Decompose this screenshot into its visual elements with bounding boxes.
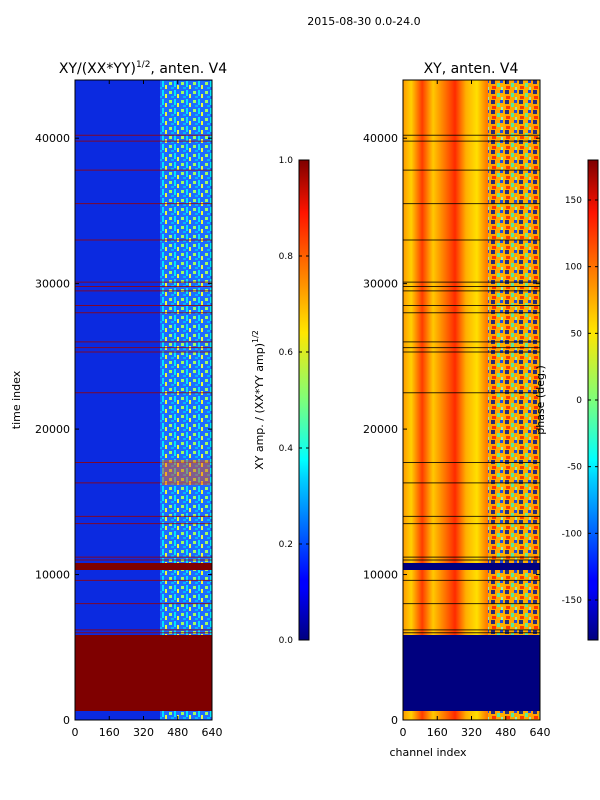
phase-xtick-label: 480 [495, 726, 516, 739]
phase-ytick-label: 10000 [363, 569, 398, 582]
phase-heatmap [403, 80, 540, 720]
phase-colorbar-tick-label: 150 [565, 196, 582, 206]
amp-colorbar-tick-label: 0.0 [279, 636, 294, 646]
phase-ytick-label: 20000 [363, 423, 398, 436]
amp-xtick-label: 480 [167, 726, 188, 739]
amp-ytick-label: 30000 [35, 278, 70, 291]
amp-high-band [75, 563, 212, 570]
amp-colorbar-tick-label: 0.4 [279, 444, 294, 454]
amp-ytick-label: 10000 [35, 569, 70, 582]
amp-xtick-label: 640 [202, 726, 223, 739]
phase-colorbar-tick-label: -150 [562, 596, 583, 606]
amp-panel: XY/(XX*YY)1/2, anten. V4 time index 0 100… [10, 60, 227, 739]
phase-colorbar-tick-label: -50 [567, 463, 582, 473]
phase-xtick-label: 160 [427, 726, 448, 739]
phase-xlabel: channel index [389, 746, 467, 759]
amp-colorbar-tick-label: 0.8 [279, 252, 294, 262]
amp-saturated-block [75, 635, 212, 711]
amp-colorbar-tick-label: 0.2 [279, 540, 293, 550]
phase-colorbar-tick-label: 100 [565, 263, 582, 273]
phase-ytick-label: 30000 [363, 278, 398, 291]
figure-suptitle: 2015-08-30 0.0-24.0 [307, 15, 420, 28]
amp-ylabel: time index [10, 370, 23, 429]
phase-colorbar-label: phase (deg.) [534, 365, 547, 435]
phase-colorbar-tick-label: 0 [576, 396, 582, 406]
phase-ytick-label: 40000 [363, 132, 398, 145]
amp-ytick-label: 20000 [35, 423, 70, 436]
amp-ytick-label: 40000 [35, 132, 70, 145]
amp-heatmap [75, 80, 212, 720]
phase-panel: XY, anten. V4 channel index 0 10000 20000 3… [363, 61, 551, 759]
amp-colorbar-label: XY amp. / (XX*YY amp)1/2 [251, 330, 266, 470]
amp-xtick-label: 320 [133, 726, 154, 739]
amp-colorbar-tick-label: 0.6 [279, 348, 294, 358]
phase-dark-band [403, 563, 540, 570]
amp-title: XY/(XX*YY)1/2, anten. V4 [59, 60, 227, 77]
phase-colorbar: -150 -100 -50 0 50 100 150 phase (deg.) [534, 159, 599, 641]
phase-title: XY, anten. V4 [424, 61, 519, 77]
phase-colorbar-tick-label: -100 [562, 529, 583, 539]
phase-low-block [403, 635, 540, 711]
amp-xtick-label: 160 [99, 726, 120, 739]
phase-xtick-label: 640 [530, 726, 551, 739]
amp-colorbar: 0.0 0.2 0.4 0.6 0.8 1.0 XY amp. / (XX*YY amp)… [251, 156, 310, 646]
phase-colorbar-tick-label: 50 [571, 329, 583, 339]
amp-xtick-label: 0 [72, 726, 79, 739]
amp-ytick-label: 0 [63, 714, 70, 727]
phase-xtick-label: 0 [400, 726, 407, 739]
phase-ytick-label: 0 [391, 714, 398, 727]
phase-xtick-label: 320 [461, 726, 482, 739]
amp-colorbar-tick-label: 1.0 [279, 156, 294, 166]
